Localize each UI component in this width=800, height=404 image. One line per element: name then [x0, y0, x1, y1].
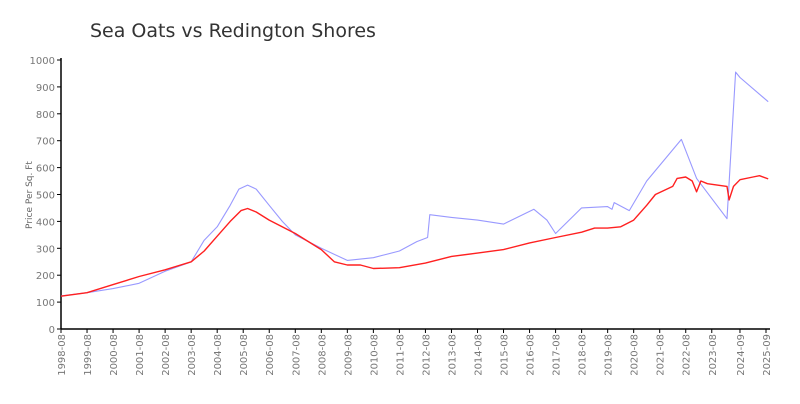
x-tick-label: 2022-08 — [682, 334, 693, 376]
x-tick-label: 2020-08 — [630, 334, 641, 376]
x-tick-label: 2023-08 — [708, 334, 719, 376]
series-lines — [60, 71, 769, 297]
x-tick-label: 2010-08 — [369, 334, 380, 376]
x-tick-label: 2005-08 — [239, 334, 250, 376]
x-tick-label: 2025-09 — [762, 334, 773, 376]
x-tick-label: 1999-08 — [83, 334, 94, 376]
y-tick-label: 300 — [36, 244, 55, 255]
y-tick-label: 0 — [49, 325, 55, 336]
y-tick-label: 600 — [36, 164, 55, 175]
y-tick-label: 900 — [36, 83, 55, 94]
y-tick-label: 400 — [36, 217, 55, 228]
x-tick-label: 2024-09 — [736, 334, 747, 376]
x-tick-label: 2002-08 — [161, 334, 172, 376]
x-tick-label: 1998-08 — [57, 334, 68, 376]
x-tick-label: 2004-08 — [213, 334, 224, 376]
y-axis-label: Price Per Sq. Ft — [25, 161, 35, 229]
x-tick-label: 2014-08 — [473, 334, 484, 376]
x-tick-label: 2001-08 — [135, 334, 146, 376]
x-tick-label: 2016-08 — [526, 334, 537, 376]
y-tick-label: 100 — [36, 298, 55, 309]
y-tick-label: 500 — [36, 191, 55, 202]
x-tick-label: 2017-08 — [552, 334, 563, 376]
x-tick-label: 2008-08 — [317, 334, 328, 376]
series-line-2 — [60, 175, 769, 297]
x-tick-label: 2018-08 — [578, 334, 589, 376]
x-tick-label: 2013-08 — [447, 334, 458, 376]
chart-title: Sea Oats vs Redington Shores — [90, 20, 376, 42]
x-tick-label: 2015-08 — [500, 334, 511, 376]
axes: 0 100 200 300 400 500 600 700 800 900 1000 1998-08 1… — [30, 56, 773, 376]
x-tick-label: 2003-08 — [187, 334, 198, 376]
x-tick-label: 2012-08 — [421, 334, 432, 376]
y-tick-label: 800 — [36, 110, 55, 121]
y-tick-label: 200 — [36, 271, 55, 282]
x-tick-label: 2007-08 — [291, 334, 302, 376]
y-tick-label: 700 — [36, 137, 55, 148]
x-tick-label: 2009-08 — [343, 334, 354, 376]
y-tick-label: 1000 — [30, 56, 55, 67]
series-line-1 — [60, 71, 769, 297]
x-tick-label: 2011-08 — [395, 334, 406, 376]
x-tick-label: 2000-08 — [109, 334, 120, 376]
x-tick-label: 2021-08 — [656, 334, 667, 376]
x-tick-label: 2019-08 — [604, 334, 615, 376]
x-tick-label: 2006-08 — [265, 334, 276, 376]
